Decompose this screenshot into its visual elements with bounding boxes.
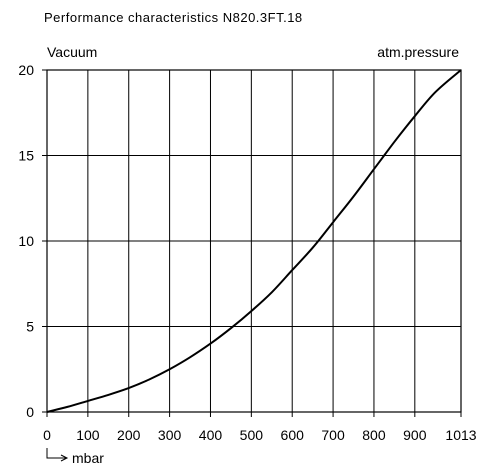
x-tick-label: 0 bbox=[43, 427, 51, 443]
x-tick-label: 800 bbox=[362, 427, 386, 443]
x-tick-label: 600 bbox=[281, 427, 305, 443]
x-tick-label: 300 bbox=[158, 427, 182, 443]
atm-pressure-caption: atm.pressure bbox=[377, 44, 459, 60]
plot-frame bbox=[46, 69, 462, 413]
x-tick-label: 1013 bbox=[445, 427, 476, 443]
x-axis-arrowhead-icon bbox=[60, 454, 69, 462]
y-tick-label: 15 bbox=[18, 148, 34, 164]
y-tick-labels: 0 5 10 15 20 bbox=[18, 62, 34, 420]
y-tick-label: 0 bbox=[26, 404, 34, 420]
y-tick-label: 5 bbox=[26, 319, 34, 335]
grid-lines bbox=[42, 69, 462, 417]
x-tick-label: 500 bbox=[240, 427, 264, 443]
x-tick-label: 100 bbox=[76, 427, 100, 443]
vacuum-caption: Vacuum bbox=[47, 44, 97, 60]
y-tick-label: 20 bbox=[18, 62, 34, 78]
x-tick-label: 900 bbox=[403, 427, 427, 443]
performance-curve bbox=[46, 69, 462, 413]
x-tick-label: 200 bbox=[117, 427, 141, 443]
x-tick-labels: 0 100 200 300 400 500 600 700 800 900 1013 bbox=[43, 427, 477, 443]
x-tick-label: 400 bbox=[199, 427, 223, 443]
x-axis-label: mbar bbox=[72, 450, 104, 466]
chart-title: Performance characteristics N820.3FT.18 bbox=[44, 10, 303, 25]
x-axis-arrow-icon bbox=[46, 448, 66, 459]
x-tick-label: 700 bbox=[321, 427, 345, 443]
y-tick-label: 10 bbox=[18, 233, 34, 249]
